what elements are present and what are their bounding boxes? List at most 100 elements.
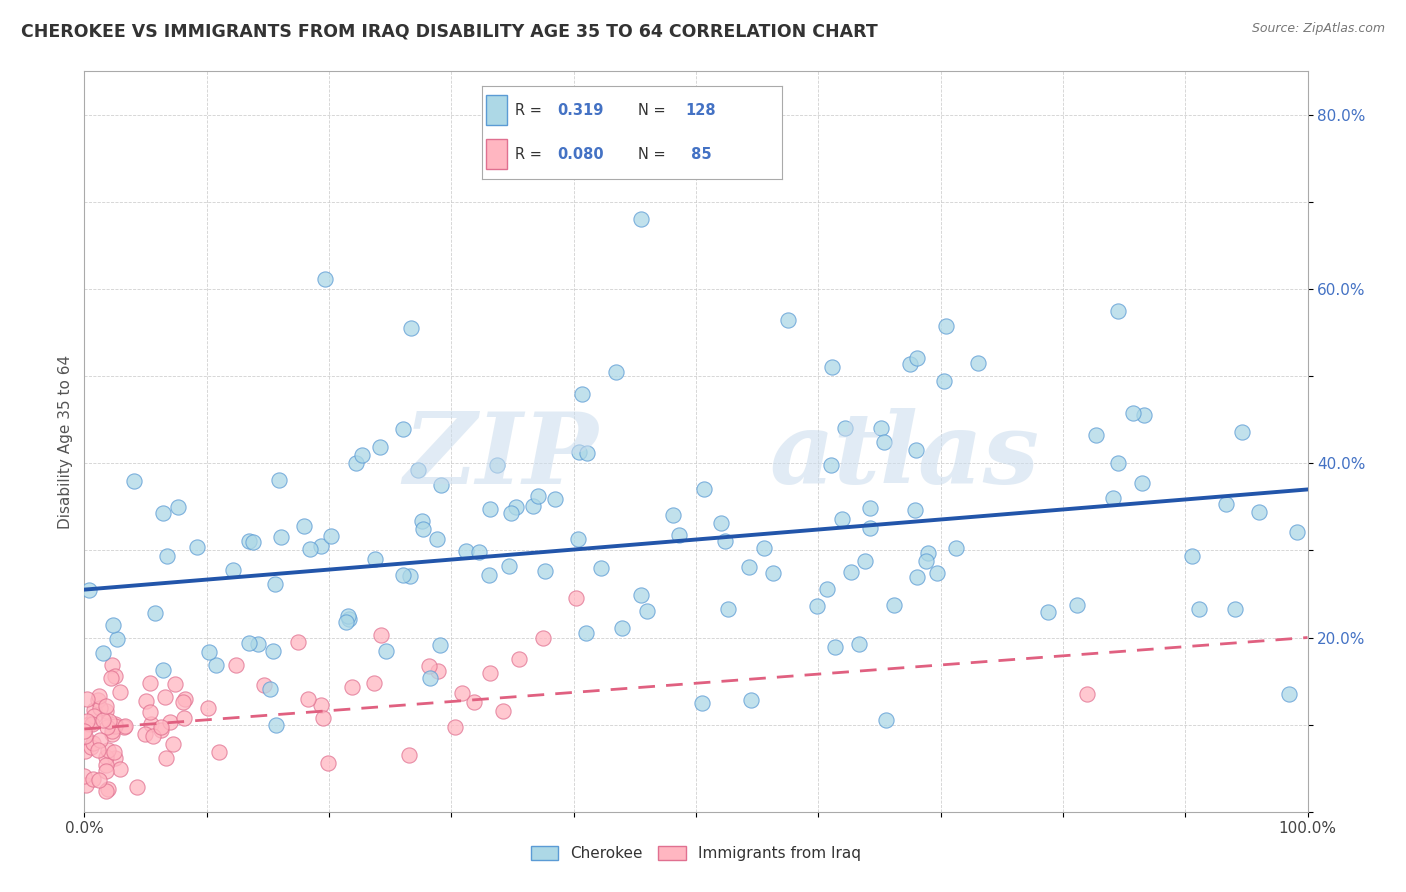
Point — [1036, 605, 1059, 619]
Point — [76, 691, 98, 706]
Point — [163, 677, 186, 691]
Point — [340, 680, 363, 694]
Point — [75, 729, 97, 743]
Point — [73, 769, 96, 783]
Point — [222, 563, 245, 577]
Point — [443, 720, 465, 734]
Point — [270, 530, 292, 544]
Point — [505, 500, 527, 515]
Point — [411, 514, 433, 528]
Point — [103, 745, 125, 759]
Point — [391, 568, 413, 582]
Point — [314, 272, 336, 286]
Point — [267, 474, 290, 488]
Point — [1107, 304, 1129, 318]
Point — [875, 713, 897, 727]
Point — [80, 717, 103, 731]
Point — [544, 492, 567, 507]
Point — [1133, 408, 1156, 422]
Point — [1066, 598, 1088, 612]
Point — [242, 535, 264, 549]
Point — [142, 729, 165, 743]
Point — [364, 551, 387, 566]
Point — [815, 582, 838, 596]
Point — [87, 743, 110, 757]
Point — [204, 657, 226, 672]
Point — [173, 711, 195, 725]
Point — [79, 739, 101, 754]
Point — [83, 702, 105, 716]
Point — [859, 500, 882, 515]
Point — [141, 716, 163, 731]
Point — [287, 635, 309, 649]
Point — [152, 663, 174, 677]
Point — [162, 737, 184, 751]
Point — [883, 598, 905, 612]
Y-axis label: Disability Age 35 to 64: Disability Age 35 to 64 — [58, 354, 73, 529]
Point — [762, 566, 785, 581]
Legend: Cherokee, Immigrants from Iraq: Cherokee, Immigrants from Iraq — [524, 839, 868, 867]
Point — [104, 719, 127, 733]
Point — [73, 744, 96, 758]
Point — [485, 458, 508, 472]
Point — [104, 669, 127, 683]
Point — [571, 387, 593, 401]
Point — [612, 621, 634, 635]
Point — [508, 652, 530, 666]
Point — [710, 516, 733, 530]
Point — [399, 320, 422, 334]
Point — [225, 657, 247, 672]
Point — [1181, 549, 1204, 564]
Text: ZIP: ZIP — [404, 409, 598, 505]
Point — [1122, 406, 1144, 420]
Point — [101, 618, 124, 632]
Point — [312, 711, 335, 725]
Point — [104, 751, 127, 765]
Point — [1107, 456, 1129, 470]
Point — [94, 704, 117, 718]
Point — [935, 318, 957, 333]
Point — [839, 565, 862, 579]
Point — [83, 708, 105, 723]
Point — [143, 606, 166, 620]
Point — [534, 565, 557, 579]
Point — [150, 723, 173, 737]
Point — [297, 692, 319, 706]
Point — [94, 764, 117, 778]
Point — [363, 675, 385, 690]
Point — [429, 638, 451, 652]
Point — [714, 534, 737, 549]
Point — [904, 503, 927, 517]
Point — [406, 463, 429, 477]
Point — [79, 717, 101, 731]
Point — [135, 694, 157, 708]
Point — [873, 435, 896, 450]
Text: atlas: atlas — [769, 409, 1039, 505]
Point — [114, 718, 136, 732]
Point — [478, 666, 501, 681]
Point — [134, 726, 156, 740]
Point — [478, 568, 501, 582]
Point — [692, 483, 714, 497]
Point — [108, 762, 131, 776]
Point — [87, 773, 110, 788]
Point — [89, 732, 111, 747]
Point — [905, 443, 928, 458]
Point — [419, 672, 441, 686]
Point — [427, 664, 450, 678]
Point — [450, 686, 472, 700]
Point — [501, 506, 523, 520]
Point — [127, 780, 149, 794]
Point — [124, 474, 146, 488]
Point — [859, 521, 882, 535]
Point — [87, 692, 110, 706]
Point — [467, 545, 489, 559]
Point — [77, 582, 100, 597]
Point — [350, 448, 373, 462]
Point — [89, 689, 111, 703]
Point — [426, 533, 449, 547]
Point — [945, 541, 967, 555]
Point — [337, 612, 360, 626]
Point — [498, 559, 520, 574]
Point — [914, 554, 936, 568]
